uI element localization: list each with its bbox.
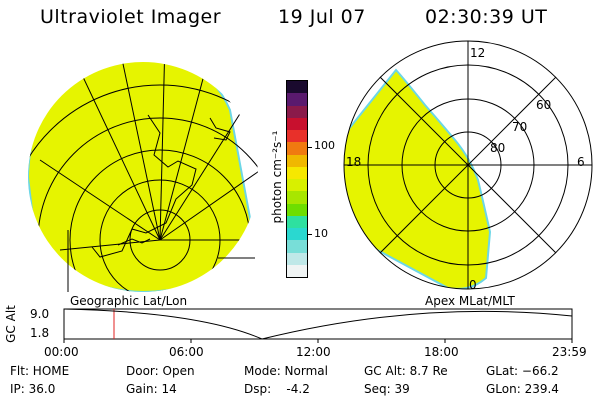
- colorbar-tick-10-mark: [307, 234, 312, 235]
- altitude-xtick-3: 18:00: [424, 345, 459, 359]
- mlt-label-right: 6: [577, 155, 585, 169]
- status-flt: Flt: HOME: [10, 364, 70, 378]
- altitude-xtick-1: 06:00: [169, 345, 204, 359]
- colorbar-segment: [287, 240, 307, 253]
- altitude-xtick-2: 12:00: [296, 345, 331, 359]
- mlt-label-top: 12: [470, 46, 486, 60]
- time-label: 02:30:39 UT: [425, 6, 548, 28]
- mlat-label-70: 70: [512, 120, 528, 134]
- colorbar-tick-100: 100: [314, 139, 335, 152]
- colorbar: [286, 80, 308, 278]
- mlt-label-bottom: 0: [469, 278, 477, 292]
- colorbar-tick-10: 10: [314, 227, 328, 240]
- colorbar-segment: [287, 264, 307, 277]
- altitude-ytick-low: 1.8: [30, 326, 50, 340]
- status-glat: GLat: −66.2: [486, 364, 559, 378]
- colorbar-segment: [287, 191, 307, 204]
- colorbar-segment: [287, 215, 307, 228]
- status-dsp: Dsp: -4.2: [244, 382, 310, 396]
- status-gain: Gain: 14: [126, 382, 177, 396]
- colorbar-segment: [287, 252, 307, 265]
- mlt-label-left: 18: [346, 155, 362, 169]
- colorbar-segment: [287, 117, 307, 130]
- colorbar-segment: [287, 166, 307, 179]
- colorbar-segment: [287, 93, 307, 106]
- colorbar-segment: [287, 154, 307, 167]
- left-projection-label: Geographic Lat/Lon: [70, 294, 188, 308]
- altitude-ytick-high: 9.0: [30, 307, 50, 321]
- status-seq: Seq: 39: [364, 382, 410, 396]
- colorbar-segment: [287, 179, 307, 192]
- altitude-curve: [63, 308, 573, 340]
- altitude-xtick-4: 23:59: [552, 345, 587, 359]
- date-label: 19 Jul 07: [278, 6, 366, 28]
- status-glon: GLon: 239.4: [486, 382, 559, 396]
- altitude-xtick-0: 00:00: [44, 345, 79, 359]
- colorbar-segment: [287, 130, 307, 143]
- colorbar-segment: [287, 142, 307, 155]
- right-projection-label: Apex MLat/MLT: [425, 294, 515, 308]
- colorbar-segment: [287, 105, 307, 118]
- colorbar-segment: [287, 81, 307, 94]
- mlat-label-80: 80: [490, 141, 506, 155]
- status-gc-alt: GC Alt: 8.7 Re: [364, 364, 448, 378]
- instrument-title: Ultraviolet Imager: [40, 6, 222, 28]
- colorbar-tick-100-mark: [307, 147, 312, 148]
- status-ip: IP: 36.0: [10, 382, 56, 396]
- status-door: Door: Open: [126, 364, 195, 378]
- mlat-label-60: 60: [536, 98, 552, 112]
- status-mode: Mode: Normal: [244, 364, 328, 378]
- colorbar-segment: [287, 228, 307, 241]
- colorbar-segment: [287, 203, 307, 216]
